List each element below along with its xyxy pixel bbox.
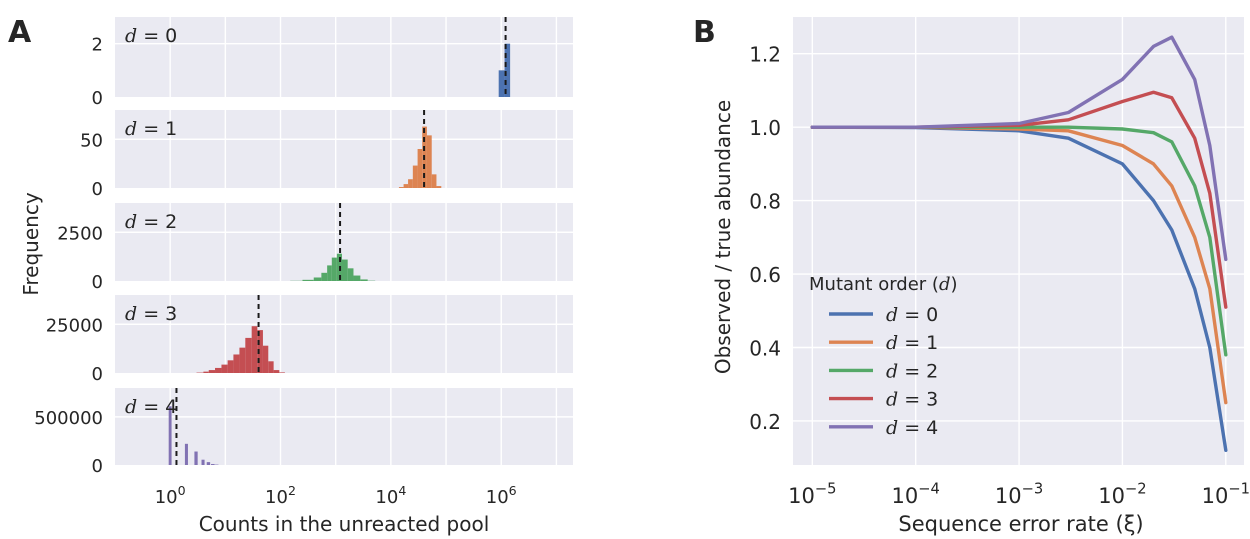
subplot-background [115,17,573,97]
y-tick-label: 0 [92,456,103,477]
y-tick-label: 500000 [34,408,103,429]
histogram-bar [239,347,246,373]
histogram-bar [233,354,240,373]
y-tick-label: 1.0 [749,116,781,140]
x-tick-label: 10−3 [995,481,1043,508]
panel-a-y-axis-label: Frequency [19,192,43,295]
histogram-bar [331,257,337,281]
subplot-background [115,388,573,465]
histogram-bar [302,279,314,281]
y-tick-label: 0 [92,364,103,385]
x-tick-label: 10−2 [1098,481,1146,508]
legend-label: d = 1 [886,332,938,354]
subplot-background [115,110,573,188]
histogram-bar [257,330,263,373]
histogram-bar [184,443,188,465]
histogram-bar [262,345,269,373]
histogram-bar [168,406,172,465]
histogram-bar [251,326,258,373]
histogram-bar [211,464,215,465]
legend-title: Mutant order (d) [809,274,958,295]
histogram-bar [360,279,368,281]
subplot-label: d = 0 [125,25,177,47]
y-tick-label: 0 [92,179,103,200]
panel-b-y-axis-label: Observed / true abundance [711,100,735,374]
y-tick-label: 0 [92,88,103,109]
series-line [810,35,1228,262]
x-tick-label: 106 [486,483,517,508]
subplot-label: d = 3 [125,303,177,325]
panel-b-line-chart: 0.2 0.4 0.6 0.8 1.0 1.2 10−5 10−4 10−3 10−2 10−1 Mu… [749,17,1250,508]
x-tick-label: 10−4 [892,481,940,508]
y-tick-label: 1.2 [749,43,781,67]
histogram-bar [403,184,409,188]
legend-label: d = 0 [886,304,938,326]
y-tick-label: 50 [80,130,103,151]
histogram-bar [498,70,505,97]
subplot-background [115,295,573,373]
histogram-bar [273,370,280,373]
y-tick-label: 0.6 [749,263,781,287]
x-tick-label: 104 [375,483,406,508]
histogram-bar [341,259,348,281]
histogram-bar [417,149,423,188]
y-tick-label: 0 [92,272,103,293]
histogram-bar [194,451,198,465]
subplot-label: d = 4 [125,396,177,418]
histogram-bar [279,372,285,373]
histogram-bar [215,367,222,373]
y-tick-label: 0.2 [749,410,781,434]
panel-b-letter: B [693,15,716,50]
y-tick-label: 0.8 [749,190,781,214]
histogram-bar [203,371,209,373]
histogram-bar [208,370,216,373]
histogram-bar [412,165,418,188]
legend-label: d = 4 [886,417,938,439]
histogram-bar [321,272,328,281]
histogram-bar [206,462,211,465]
histogram-bar [327,265,332,281]
histogram-bar [245,337,252,373]
histogram-bar [227,360,234,373]
histogram-bar [504,43,511,97]
y-tick-label: 2500 [57,223,103,244]
panel-a-x-axis-label: Counts in the unreacted pool [199,512,490,536]
panel-b-x-axis-label: Sequence error rate (ξ) [898,512,1143,536]
legend-label: d = 3 [886,389,938,411]
histogram-bar [353,275,361,281]
histogram-bar [347,268,354,281]
y-tick-label: 0.4 [749,336,781,360]
histogram-bar [436,186,442,188]
y-tick-label: 2 [92,35,103,56]
x-tick-label: 10−5 [788,481,836,508]
histogram-bar [201,459,205,465]
subplot-label: d = 2 [125,211,177,233]
histogram-bar [431,174,437,188]
histogram-bar [221,364,228,373]
histogram-bar [398,187,404,188]
histogram-bar [408,179,413,188]
panel-a-x-tick-labels: 100 102 104 106 [155,483,517,508]
legend-label: d = 2 [886,360,938,382]
x-tick-label: 102 [265,483,296,508]
histogram-bar [313,277,322,281]
y-tick-label: 25000 [46,315,103,336]
x-tick-label: 100 [155,483,186,508]
panel-a-letter: A [8,15,32,50]
panel-a-histograms: 0 2 d = 0 0 50 d = 1 0 2500 d = 2 0 25000 d = 3 0 500… [34,17,573,477]
x-tick-label: 10−1 [1202,481,1250,508]
subplot-label: d = 1 [125,118,177,140]
histogram-bar [426,135,432,188]
histogram-bar [268,361,274,373]
